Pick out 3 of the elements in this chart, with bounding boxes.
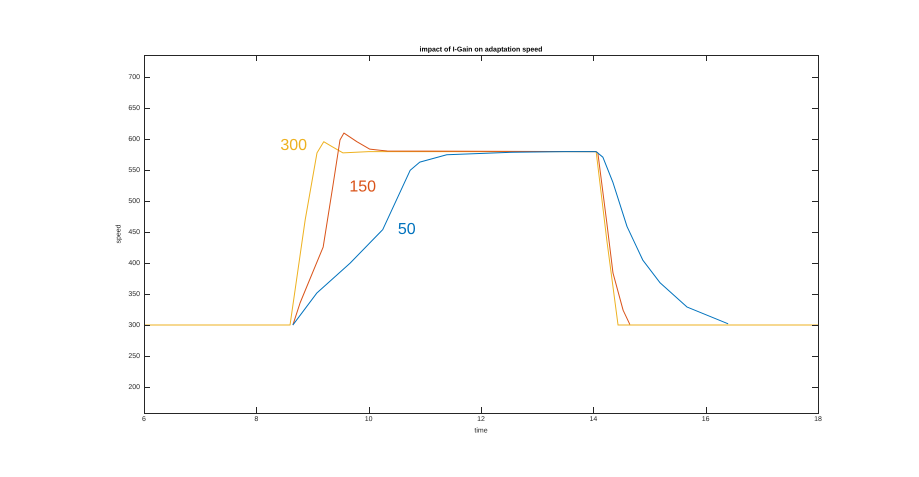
series-label: 50 bbox=[398, 221, 416, 238]
series-label: 150 bbox=[349, 178, 376, 196]
series-label: 300 bbox=[280, 137, 308, 154]
